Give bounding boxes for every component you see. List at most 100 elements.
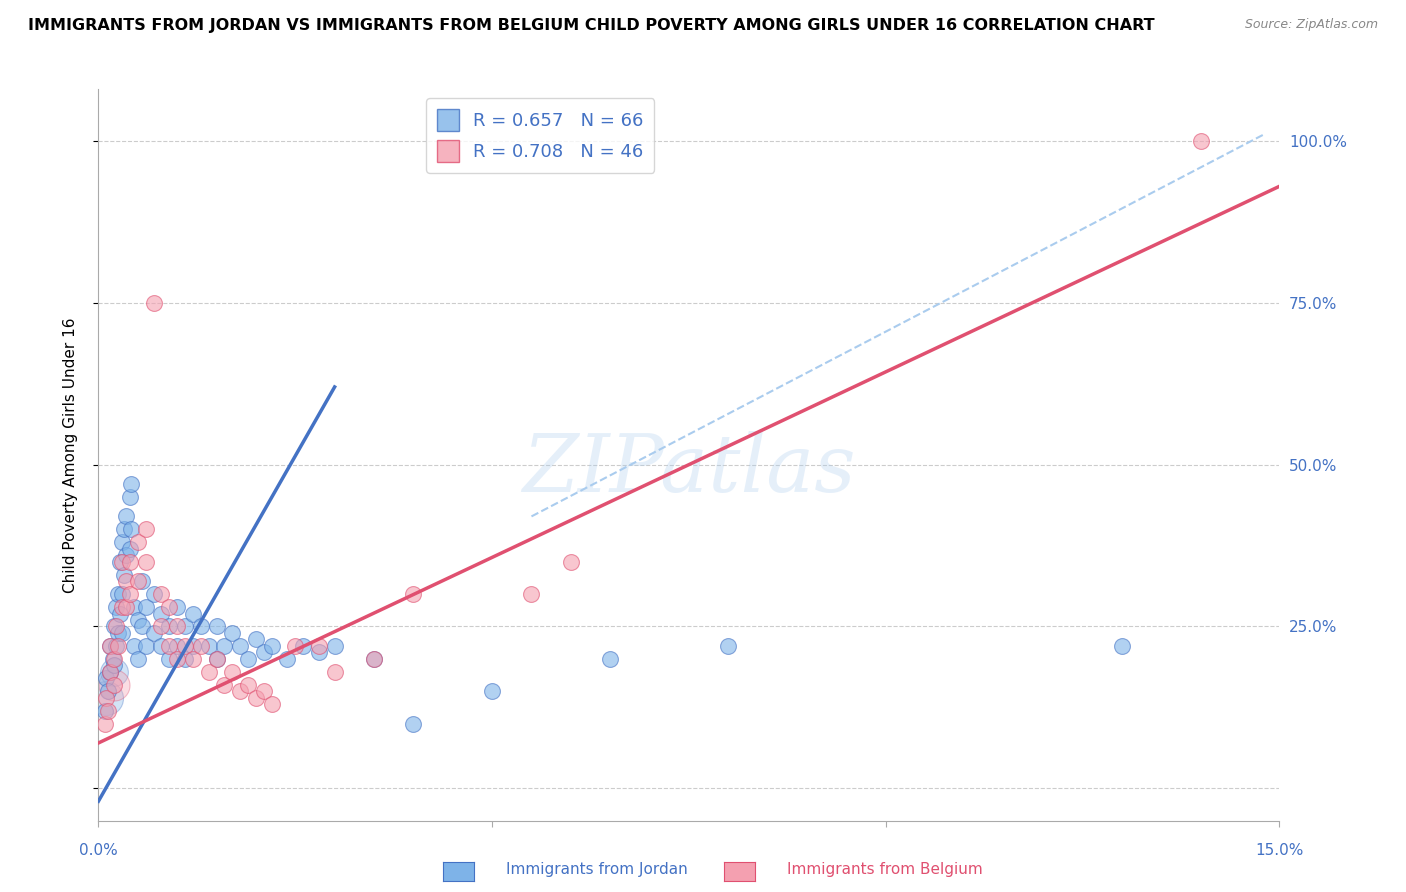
Point (111, 535, 134, 549)
Point (127, 613, 149, 627)
Point (1189, 134, 1212, 148)
Point (135, 555, 157, 569)
Point (166, 639, 188, 653)
Point (115, 509, 138, 524)
Point (157, 600, 180, 615)
Text: Immigrants from Belgium: Immigrants from Belgium (787, 863, 983, 877)
Text: 15.0%: 15.0% (1256, 843, 1303, 858)
Point (157, 639, 180, 653)
Point (402, 716, 425, 731)
Y-axis label: Child Poverty Among Girls Under 16: Child Poverty Among Girls Under 16 (63, 318, 77, 592)
Point (253, 684, 276, 698)
Point (131, 574, 153, 589)
Point (229, 684, 252, 698)
Point (150, 607, 173, 621)
Point (205, 652, 228, 666)
Point (112, 522, 135, 536)
Point (135, 600, 157, 615)
Point (221, 665, 243, 679)
Point (363, 652, 385, 666)
Point (103, 652, 125, 666)
Point (118, 587, 141, 601)
Point (103, 658, 125, 673)
Point (181, 652, 204, 666)
Point (118, 541, 141, 556)
Point (98, 639, 121, 653)
Point (111, 587, 134, 601)
Point (107, 639, 129, 653)
Point (236, 652, 259, 666)
Point (214, 678, 236, 692)
Point (308, 645, 330, 659)
Point (181, 607, 204, 621)
Point (166, 619, 188, 633)
Point (96, 671, 118, 685)
Legend: R = 0.657   N = 66, R = 0.708   N = 46: R = 0.657 N = 66, R = 0.708 N = 46 (426, 98, 654, 173)
Point (150, 587, 173, 601)
Point (135, 639, 157, 653)
Point (276, 652, 298, 666)
Point (122, 639, 145, 653)
Point (402, 587, 425, 601)
Point (127, 574, 149, 589)
Point (110, 555, 132, 569)
Point (253, 645, 276, 659)
Point (229, 639, 252, 653)
Point (205, 652, 228, 666)
Point (115, 600, 138, 615)
Text: IMMIGRANTS FROM JORDAN VS IMMIGRANTS FROM BELGIUM CHILD POVERTY AMONG GIRLS UNDE: IMMIGRANTS FROM JORDAN VS IMMIGRANTS FRO… (28, 18, 1154, 33)
Point (560, 555, 582, 569)
Point (197, 665, 219, 679)
Point (110, 607, 132, 621)
Point (181, 639, 204, 653)
Point (308, 639, 330, 653)
Point (111, 555, 134, 569)
Point (101, 652, 124, 666)
Point (363, 652, 385, 666)
Point (93, 704, 115, 718)
Point (98, 665, 121, 679)
Point (103, 678, 125, 692)
Point (174, 652, 197, 666)
Point (245, 632, 267, 647)
Point (1111, 639, 1133, 653)
Point (190, 619, 212, 633)
Point (205, 619, 228, 633)
Point (103, 619, 125, 633)
Text: Source: ZipAtlas.com: Source: ZipAtlas.com (1244, 18, 1378, 31)
Point (150, 619, 173, 633)
Point (103, 678, 125, 692)
Point (260, 697, 283, 711)
Point (96, 690, 118, 705)
Point (236, 678, 259, 692)
Point (166, 600, 188, 615)
Point (93, 716, 115, 731)
Point (98, 639, 121, 653)
Point (121, 522, 143, 536)
Point (111, 626, 134, 640)
Point (97, 704, 120, 718)
Point (97, 684, 120, 698)
Text: ZIPatlas: ZIPatlas (522, 431, 856, 508)
Point (221, 626, 243, 640)
Point (107, 587, 129, 601)
Point (245, 690, 267, 705)
Point (142, 587, 165, 601)
Point (96, 690, 118, 705)
Point (260, 639, 283, 653)
Point (104, 600, 127, 615)
Point (111, 600, 134, 615)
Point (118, 490, 141, 504)
Point (98, 665, 121, 679)
Point (104, 619, 127, 633)
Point (174, 619, 197, 633)
Point (157, 652, 180, 666)
Point (599, 652, 621, 666)
Point (142, 295, 165, 310)
Point (135, 522, 157, 536)
Point (103, 665, 125, 679)
Point (150, 639, 173, 653)
Point (104, 639, 127, 653)
Point (284, 639, 307, 653)
Point (717, 639, 740, 653)
